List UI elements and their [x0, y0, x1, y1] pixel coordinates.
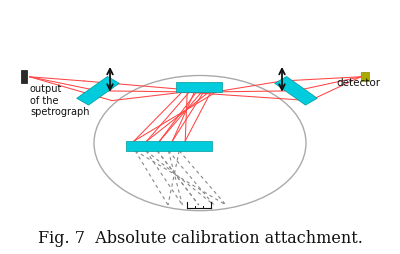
Text: output
of the
spetrograph: output of the spetrograph — [30, 84, 90, 117]
Bar — [361, 73, 369, 82]
Text: Fig. 7  Absolute calibration attachment.: Fig. 7 Absolute calibration attachment. — [38, 229, 362, 246]
Bar — [176, 83, 222, 93]
Text: detector: detector — [336, 77, 380, 88]
Bar — [126, 141, 212, 151]
Polygon shape — [275, 77, 317, 106]
Polygon shape — [77, 77, 119, 106]
Bar — [21, 71, 27, 84]
